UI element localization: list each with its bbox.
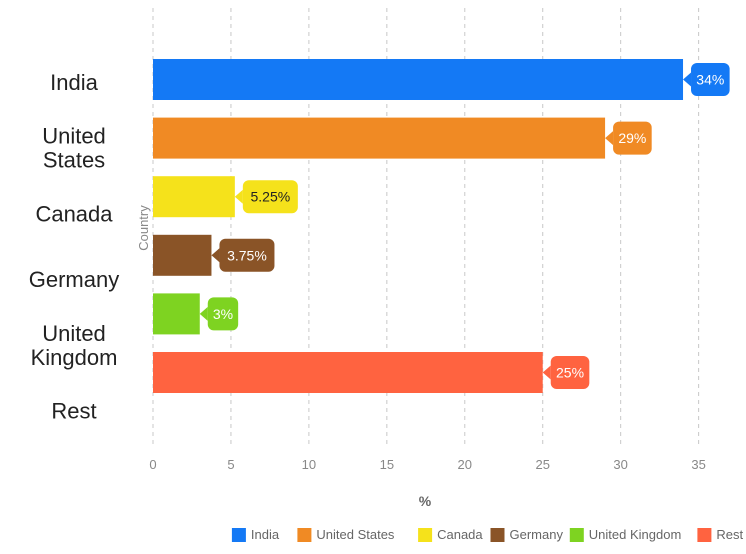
legend-label: Rest	[716, 527, 743, 542]
category-label: Germany	[29, 267, 119, 292]
data-label: 25%	[542, 356, 590, 389]
category-label-line: Rest	[51, 399, 96, 424]
legend-label: India	[251, 527, 280, 542]
category-label: India	[50, 70, 98, 95]
x-tick-label: 30	[613, 457, 627, 472]
data-label-box	[242, 180, 298, 214]
data-label-box	[691, 63, 730, 96]
legend-label: United Kingdom	[589, 527, 682, 542]
data-label-pointer	[683, 72, 692, 87]
data-label: 3%	[199, 297, 239, 331]
data-label-text: 34%	[696, 72, 724, 88]
x-tick-label: 20	[458, 457, 472, 472]
data-label-box	[550, 356, 590, 389]
category-label-line: Canada	[35, 201, 113, 226]
data-label: 5.25%	[234, 180, 298, 214]
data-label-pointer	[542, 365, 551, 380]
x-tick-label: 25	[535, 457, 549, 472]
legend: India United States Canada Germany United Ki…	[231, 527, 744, 542]
legend-swatch	[297, 528, 312, 542]
legend-label: Germany	[510, 527, 564, 542]
y-axis-title: Country	[136, 205, 151, 251]
x-axis-ticks: 0 5 10 15 20 25 30 35	[149, 457, 705, 472]
data-label-box	[219, 238, 275, 272]
bars	[153, 59, 684, 393]
category-label-line: Kingdom	[31, 345, 118, 370]
legend-item: Rest	[697, 527, 744, 542]
legend-item: India	[231, 527, 280, 542]
bar	[153, 176, 235, 218]
x-tick-label: 35	[691, 457, 705, 472]
x-axis-title: %	[419, 493, 432, 509]
legend-label: Canada	[437, 527, 483, 542]
data-label: 29%	[605, 121, 652, 155]
bar	[153, 234, 212, 276]
data-label-box	[613, 121, 652, 155]
x-tick-label: 10	[302, 457, 316, 472]
x-tick-label: 0	[149, 457, 156, 472]
category-label: United States	[42, 124, 106, 173]
x-tick-label: 5	[227, 457, 234, 472]
legend-swatch	[231, 528, 246, 542]
legend-swatch	[418, 528, 433, 542]
legend-item: United Kingdom	[569, 527, 682, 542]
data-label-box	[207, 297, 239, 331]
data-label-text: 29%	[618, 130, 646, 146]
category-label-line: Germany	[29, 267, 119, 292]
x-tick-label: 15	[380, 457, 394, 472]
legend-item: Germany	[490, 527, 564, 542]
bar	[153, 293, 200, 335]
data-label-pointer	[234, 189, 243, 204]
legend-swatch	[697, 528, 712, 542]
data-label-text: 3%	[213, 306, 233, 322]
category-label: Canada	[35, 201, 113, 226]
bar	[153, 59, 684, 100]
bar	[153, 352, 543, 393]
data-label-pointer	[199, 306, 208, 321]
category-label-line: States	[43, 148, 105, 173]
data-label-pointer	[605, 131, 614, 146]
legend-label: United States	[316, 527, 395, 542]
data-label-text: 3.75%	[227, 247, 267, 263]
legend-item: Canada	[418, 527, 483, 542]
data-label-text: 25%	[556, 365, 584, 381]
legend-item: United States	[297, 527, 395, 542]
legend-swatch	[490, 528, 505, 542]
category-label-line: United	[42, 321, 106, 346]
data-labels: 34% 29% 5.25% 3.75% 3% 25%	[199, 63, 730, 389]
data-label-text: 5.25%	[250, 189, 290, 205]
category-label-line: United	[42, 124, 106, 149]
category-label-line: India	[50, 70, 98, 95]
legend-swatch	[569, 528, 584, 542]
category-label: Rest	[51, 399, 96, 424]
data-label: 3.75%	[211, 238, 275, 272]
category-label: United Kingdom	[31, 321, 118, 370]
data-label: 34%	[683, 63, 730, 96]
data-label-pointer	[211, 248, 220, 263]
bar	[153, 117, 606, 159]
